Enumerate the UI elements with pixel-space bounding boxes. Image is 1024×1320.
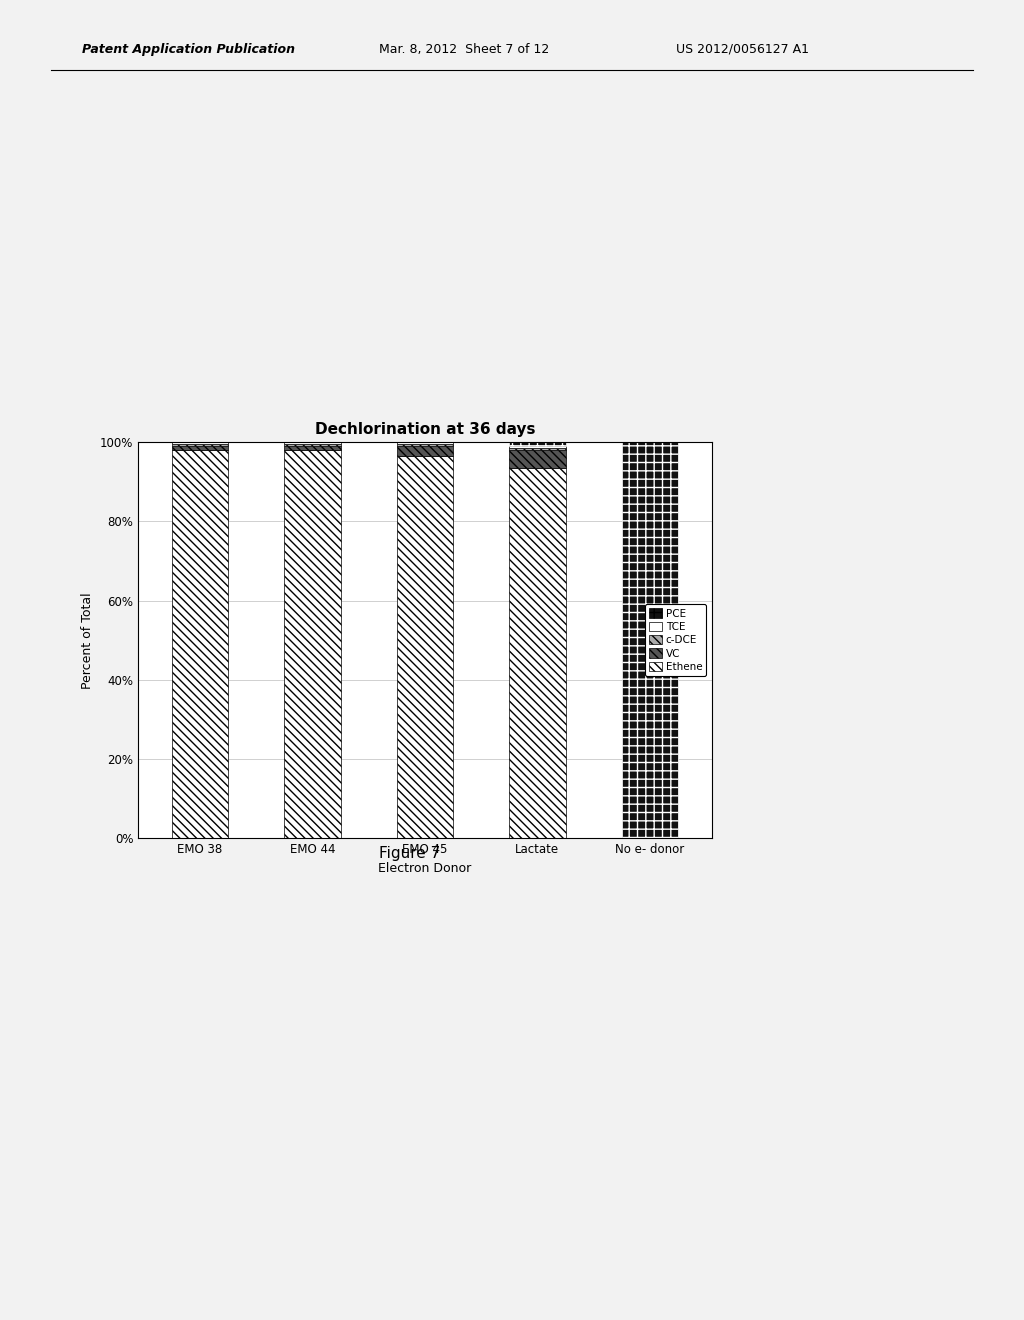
Bar [397, 442, 453, 444]
Text: Figure 7: Figure 7 [379, 846, 440, 861]
Bar [509, 442, 565, 446]
Bar [172, 450, 228, 838]
Bar [285, 442, 341, 444]
Bar [172, 444, 228, 446]
Bar [397, 455, 453, 838]
X-axis label: Electron Donor: Electron Donor [378, 862, 472, 875]
Bar [622, 442, 678, 838]
Title: Dechlorination at 36 days: Dechlorination at 36 days [314, 422, 536, 437]
Bar [172, 442, 228, 444]
Bar [285, 446, 341, 450]
Bar [509, 467, 565, 838]
Bar [509, 450, 565, 467]
Bar [397, 444, 453, 446]
Text: Mar. 8, 2012  Sheet 7 of 12: Mar. 8, 2012 Sheet 7 of 12 [379, 42, 549, 55]
Bar [397, 446, 453, 455]
Bar [172, 446, 228, 450]
Text: US 2012/0056127 A1: US 2012/0056127 A1 [676, 42, 809, 55]
Bar [285, 444, 341, 446]
Bar [509, 447, 565, 450]
Legend: PCE, TCE, c-DCE, VC, Ethene: PCE, TCE, c-DCE, VC, Ethene [645, 605, 707, 676]
Bar [285, 450, 341, 838]
Y-axis label: Percent of Total: Percent of Total [82, 591, 94, 689]
Bar [509, 446, 565, 447]
Text: Patent Application Publication: Patent Application Publication [82, 42, 295, 55]
